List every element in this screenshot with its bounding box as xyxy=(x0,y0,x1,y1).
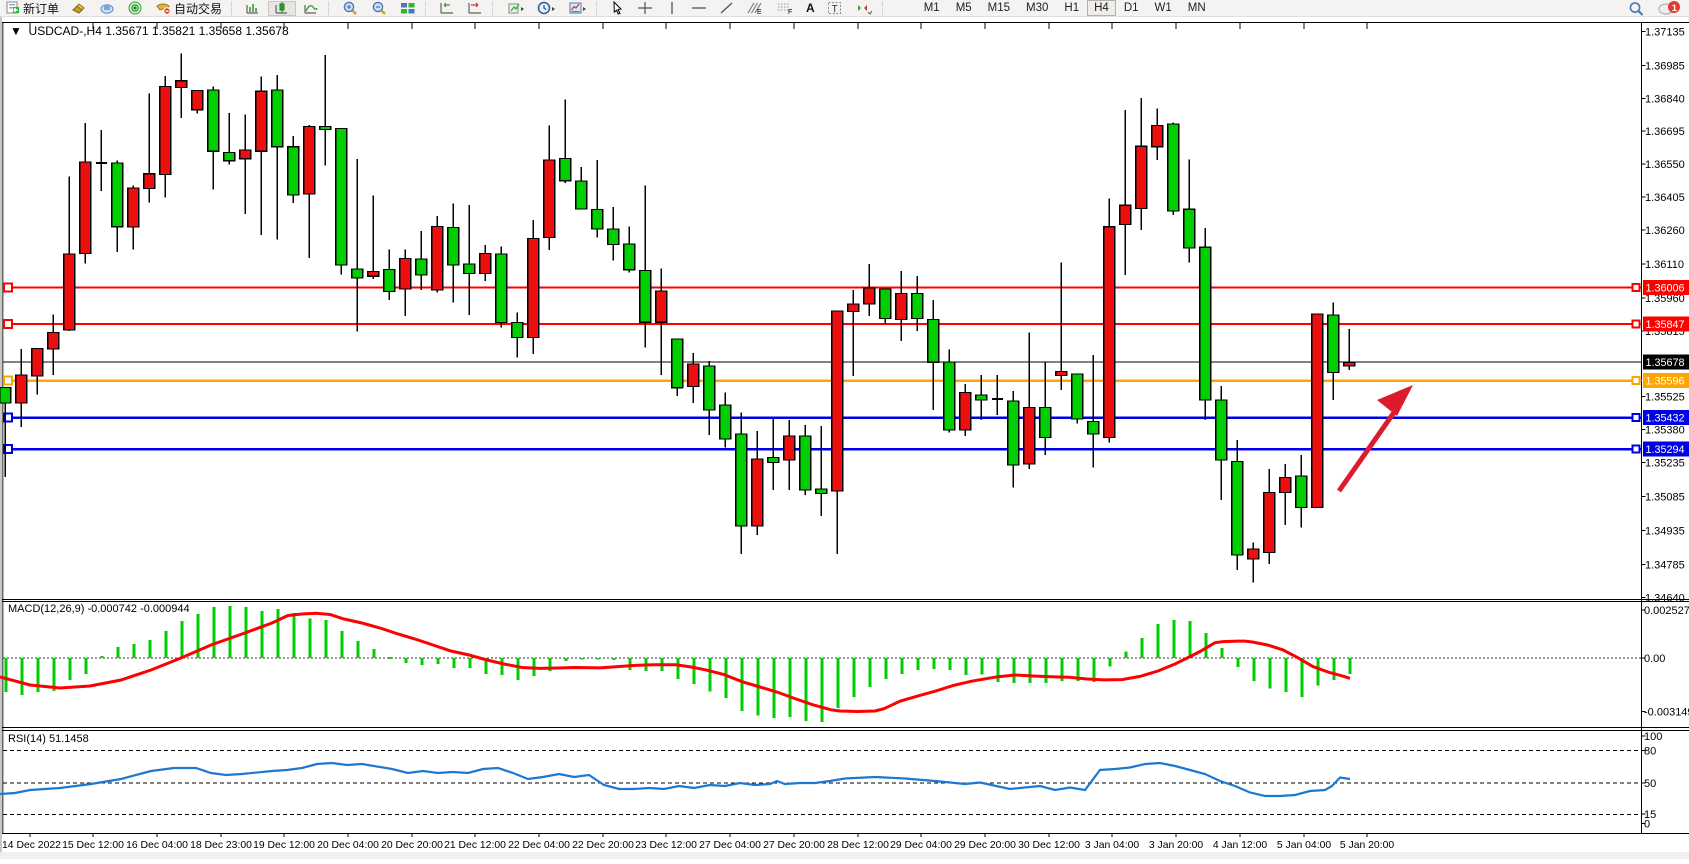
svg-text:18 Dec 23:00: 18 Dec 23:00 xyxy=(190,840,252,851)
svg-text:29 Dec 20:00: 29 Dec 20:00 xyxy=(954,840,1016,851)
svg-text:23 Dec 12:00: 23 Dec 12:00 xyxy=(635,840,697,851)
svg-text:28 Dec 12:00: 28 Dec 12:00 xyxy=(827,840,889,851)
svg-text:21 Dec 12:00: 21 Dec 12:00 xyxy=(444,840,506,851)
svg-text:1.35525: 1.35525 xyxy=(1645,392,1685,404)
svg-text:3 Jan 04:00: 3 Jan 04:00 xyxy=(1085,840,1140,851)
svg-text:0.002527: 0.002527 xyxy=(1644,605,1689,617)
svg-text:4 Jan 12:00: 4 Jan 12:00 xyxy=(1213,840,1268,851)
svg-text:1.37135: 1.37135 xyxy=(1645,26,1685,38)
svg-text:1.36550: 1.36550 xyxy=(1645,159,1685,171)
svg-text:1: 1 xyxy=(1672,3,1678,14)
svg-text:100: 100 xyxy=(1644,731,1662,743)
svg-text:1.36110: 1.36110 xyxy=(1645,259,1684,271)
svg-text:1.35085: 1.35085 xyxy=(1645,491,1685,503)
svg-text:E: E xyxy=(757,9,762,15)
svg-text:29 Dec 04:00: 29 Dec 04:00 xyxy=(890,840,952,851)
svg-text:1.36260: 1.36260 xyxy=(1645,225,1685,237)
svg-text:3 Jan 20:00: 3 Jan 20:00 xyxy=(1149,840,1204,851)
svg-text:80: 80 xyxy=(1644,746,1656,758)
svg-text:19 Dec 12:00: 19 Dec 12:00 xyxy=(253,840,315,851)
svg-text:RSI(14) 51.1458: RSI(14) 51.1458 xyxy=(8,733,89,745)
svg-text:1.36985: 1.36985 xyxy=(1645,60,1685,72)
svg-text:27 Dec 04:00: 27 Dec 04:00 xyxy=(699,840,761,851)
svg-text:20 Dec 04:00: 20 Dec 04:00 xyxy=(317,840,379,851)
svg-text:22 Dec 04:00: 22 Dec 04:00 xyxy=(508,840,570,851)
svg-text:1.35235: 1.35235 xyxy=(1645,457,1685,469)
svg-text:50: 50 xyxy=(1644,778,1656,790)
svg-text:1.36405: 1.36405 xyxy=(1645,192,1685,204)
svg-text:▼ USDCAD-,H4 1.35671 1.35821: ▼ USDCAD-,H4 1.35671 1.35821 1.35658 1.3… xyxy=(10,24,289,38)
svg-text:30 Dec 12:00: 30 Dec 12:00 xyxy=(1018,840,1080,851)
svg-text:F: F xyxy=(788,9,792,15)
svg-text:1.36840: 1.36840 xyxy=(1645,93,1685,105)
svg-text:MACD(12,26,9) -0.000742 -0.000: MACD(12,26,9) -0.000742 -0.000944 xyxy=(8,603,190,615)
svg-text:1.35596: 1.35596 xyxy=(1646,376,1685,388)
svg-text:1.36695: 1.36695 xyxy=(1645,126,1685,138)
svg-text:0: 0 xyxy=(1644,819,1650,831)
svg-text:15 Dec 12:00: 15 Dec 12:00 xyxy=(62,840,124,851)
svg-text:T: T xyxy=(831,4,837,15)
svg-text:1.35960: 1.35960 xyxy=(1645,293,1685,305)
svg-text:20 Dec 20:00: 20 Dec 20:00 xyxy=(381,840,443,851)
svg-text:1.34785: 1.34785 xyxy=(1645,560,1685,572)
svg-text:1.35678: 1.35678 xyxy=(1646,357,1685,369)
svg-text:1.35432: 1.35432 xyxy=(1646,413,1685,425)
svg-text:5 Jan 20:00: 5 Jan 20:00 xyxy=(1340,840,1395,851)
svg-text:15: 15 xyxy=(1644,809,1656,821)
svg-text:-0.003149: -0.003149 xyxy=(1644,707,1689,719)
svg-text:22 Dec 20:00: 22 Dec 20:00 xyxy=(572,840,634,851)
svg-text:1.35847: 1.35847 xyxy=(1646,319,1685,331)
svg-text:1.35380: 1.35380 xyxy=(1645,425,1685,437)
svg-text:27 Dec 20:00: 27 Dec 20:00 xyxy=(763,840,825,851)
svg-text:16 Dec 04:00: 16 Dec 04:00 xyxy=(126,840,188,851)
svg-text:1.34935: 1.34935 xyxy=(1645,526,1685,538)
svg-text:1.35294: 1.35294 xyxy=(1646,444,1685,456)
svg-text:5 Jan 04:00: 5 Jan 04:00 xyxy=(1277,840,1332,851)
svg-text:1.34640: 1.34640 xyxy=(1645,592,1685,604)
svg-text:0.00: 0.00 xyxy=(1644,653,1665,665)
svg-text:1.36006: 1.36006 xyxy=(1646,283,1685,295)
svg-text:14 Dec 2022: 14 Dec 2022 xyxy=(2,840,61,851)
